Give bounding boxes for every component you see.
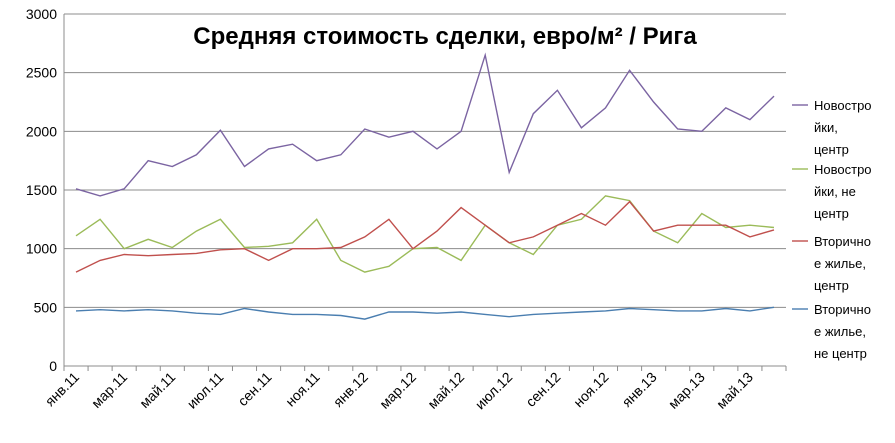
y-tick-label: 2000: [26, 123, 57, 139]
legend-label: Новостро: [814, 98, 872, 113]
series-line: [75, 306, 775, 320]
x-tick-label: мар.12: [376, 369, 419, 412]
legend-label: не центр: [814, 346, 867, 361]
x-tick-label: ноя.11: [282, 369, 323, 410]
series-line: [75, 200, 775, 273]
legend-label: центр: [814, 206, 849, 221]
x-tick-label: янв.12: [330, 369, 371, 410]
chart-title: Средняя стоимость сделки, евро/м² / Рига: [193, 23, 697, 50]
legend-label: центр: [814, 142, 849, 157]
x-tick-label: янв.11: [42, 369, 83, 410]
legend-label: йки,: [814, 120, 838, 135]
legend: Новостро йки, центр Новостро йки, не центр Вто…: [792, 98, 872, 361]
legend-label: е жилье,: [814, 256, 866, 271]
series-line: [75, 52, 775, 197]
legend-label: Новостро: [814, 162, 872, 177]
legend-label: центр: [814, 278, 849, 293]
x-tick-label: янв.13: [619, 369, 660, 410]
y-tick-label: 500: [34, 299, 58, 315]
y-tick-label: 1000: [26, 241, 57, 257]
x-tick-label: май.13: [713, 369, 756, 412]
legend-label: йки, не: [814, 184, 856, 199]
y-tick-label: 1500: [26, 182, 57, 198]
series-line: [75, 195, 775, 273]
y-tick-label: 0: [49, 358, 57, 374]
x-tick-label: сен.11: [234, 369, 274, 409]
legend-label: Вторично: [814, 302, 871, 317]
x-tick-label: июл.11: [184, 369, 227, 412]
y-tick-label: 2500: [26, 65, 57, 81]
gridlines: [64, 13, 786, 308]
x-tick-label: мар.13: [665, 369, 708, 412]
x-tick-label: сен.12: [522, 369, 563, 410]
y-tick-label: 3000: [26, 6, 57, 22]
x-tick-label: июл.12: [472, 369, 516, 413]
x-tick-label: май.11: [136, 369, 178, 411]
x-tick-label: май.12: [424, 369, 467, 412]
series-lines: [75, 52, 775, 320]
x-tick-label: ноя.12: [570, 369, 612, 411]
x-tick-label: мар.11: [88, 369, 130, 411]
legend-label: е жилье,: [814, 324, 866, 339]
legend-label: Вторично: [814, 234, 871, 249]
